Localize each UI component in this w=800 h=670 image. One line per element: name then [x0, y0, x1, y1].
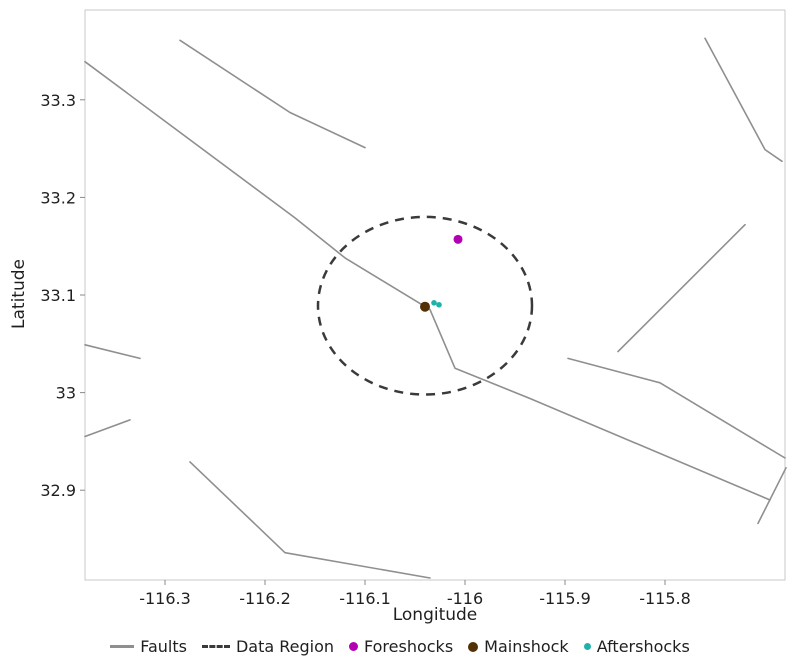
legend-swatch-foreshocks [349, 642, 358, 651]
y-tick-label: 33.3 [40, 91, 76, 110]
y-tick-label: 33.2 [40, 188, 76, 207]
fault-line [84, 419, 131, 438]
data-region-circle [316, 215, 534, 396]
legend-swatch-aftershocks [583, 643, 591, 650]
plot-border [84, 9, 786, 581]
legend-item-data-region: Data Region [201, 637, 334, 656]
mainshock-point [420, 301, 430, 312]
aftershocks-point [431, 300, 437, 306]
fault-line [189, 461, 431, 579]
legend-label-mainshock: Mainshock [484, 637, 569, 656]
legend: Faults Data Region Foreshocks Mainshock Afte… [0, 637, 800, 656]
x-axis-title: Longitude [392, 605, 478, 625]
legend-swatch-mainshock [468, 641, 479, 652]
x-tick-label: -116.2 [239, 589, 291, 608]
foreshocks-point [453, 234, 463, 244]
y-tick-label: 33 [56, 384, 76, 403]
legend-item-aftershocks: Aftershocks [583, 637, 690, 656]
x-tick-label: -116 [447, 589, 483, 608]
x-tick-label: -116.3 [139, 589, 191, 608]
legend-item-foreshocks: Foreshocks [349, 637, 453, 656]
legend-label-faults: Faults [140, 637, 187, 656]
fault-line [617, 223, 746, 353]
y-tick-label: 32.9 [40, 481, 76, 500]
legend-label-aftershocks: Aftershocks [596, 637, 690, 656]
legend-label-foreshocks: Foreshocks [364, 637, 454, 656]
legend-label-data-region: Data Region [235, 637, 334, 656]
y-axis-title: Latitude [9, 259, 29, 329]
legend-swatch-data-region [201, 645, 230, 648]
fault-line [757, 466, 787, 525]
fault-line [567, 357, 786, 459]
aftershocks-point [436, 301, 442, 308]
legend-item-mainshock: Mainshock [468, 637, 569, 656]
x-tick-label: -116.1 [339, 589, 391, 608]
legend-swatch-faults [110, 645, 135, 648]
fault-line [704, 37, 783, 163]
fault-line [84, 343, 141, 360]
x-tick-label: -115.8 [639, 589, 691, 608]
y-tick-label: 33.1 [40, 286, 76, 305]
legend-item-faults: Faults [110, 637, 187, 656]
x-tick-label: -115.9 [539, 589, 591, 608]
fault-line [84, 60, 771, 501]
fault-line [179, 39, 366, 149]
